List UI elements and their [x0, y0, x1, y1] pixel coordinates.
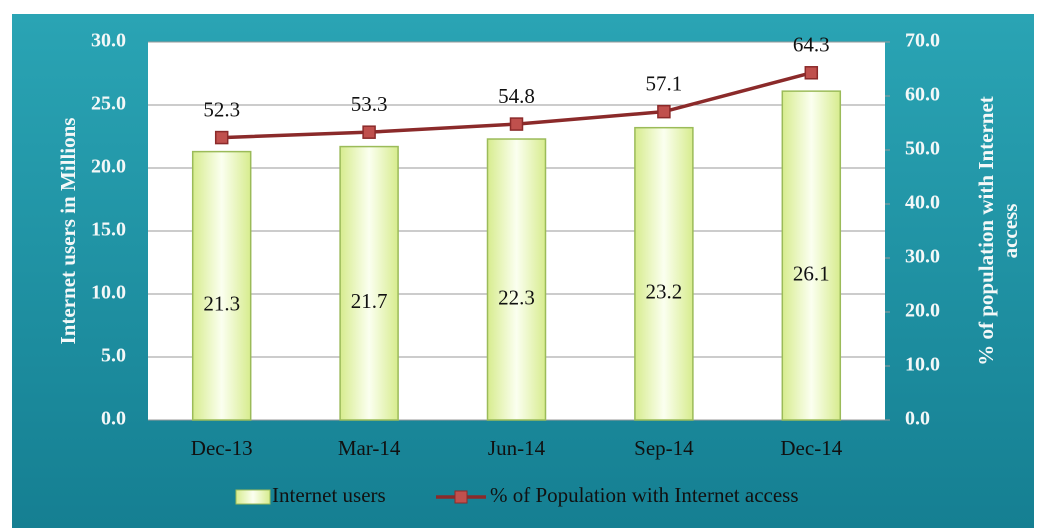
y2-tick-label: 0.0 [905, 408, 930, 430]
line-marker [804, 66, 819, 80]
y2-tick-label: 50.0 [905, 138, 940, 160]
data-label: 53.3 [351, 92, 388, 116]
data-label: 64.3 [793, 33, 830, 57]
y-tick-label: 25.0 [91, 93, 126, 115]
y-tick-label: 30.0 [91, 30, 126, 52]
data-label: 23.2 [646, 280, 683, 304]
x-tick-label: Mar-14 [338, 436, 401, 460]
data-label: 52.3 [203, 97, 240, 121]
x-tick-label: Dec-13 [191, 436, 253, 460]
line-marker [362, 125, 376, 139]
line-marker [657, 104, 671, 119]
y2-tick-label: 60.0 [905, 84, 940, 106]
legend-swatch [454, 490, 468, 504]
y-tick-label: 0.0 [101, 408, 126, 430]
y-axis-title: Internet users in Millions [56, 118, 80, 345]
bar [191, 150, 252, 421]
data-label: 21.7 [351, 289, 388, 313]
legend-label: % of Population with Internet access [490, 483, 799, 507]
y-tick-label: 15.0 [91, 219, 126, 241]
y2-tick-label: 20.0 [905, 300, 940, 322]
y-tick-label: 10.0 [91, 282, 126, 304]
bar [486, 138, 547, 421]
line-marker [509, 117, 524, 131]
data-label: 54.8 [498, 84, 535, 108]
x-tick-label: Jun-14 [488, 436, 546, 460]
data-label: 21.3 [203, 292, 240, 316]
data-label: 57.1 [646, 71, 683, 95]
legend-label: Internet users [272, 483, 386, 507]
data-label: 26.1 [793, 261, 830, 285]
y-tick-label: 5.0 [101, 345, 126, 367]
y-tick-label: 20.0 [91, 156, 126, 178]
y2-tick-label: 30.0 [905, 246, 940, 268]
x-tick-label: Dec-14 [780, 436, 842, 460]
bar [634, 126, 694, 421]
legend-swatch [235, 489, 271, 505]
line-marker [214, 130, 229, 145]
y2-tick-label: 10.0 [905, 354, 940, 376]
x-tick-label: Sep-14 [634, 436, 694, 460]
y2-axis-title: % of population with Internetaccess [974, 96, 1022, 366]
y2-tick-label: 70.0 [905, 30, 940, 52]
bar [781, 90, 842, 421]
bar [339, 145, 399, 421]
y2-tick-label: 40.0 [905, 192, 940, 214]
data-label: 22.3 [498, 285, 535, 309]
